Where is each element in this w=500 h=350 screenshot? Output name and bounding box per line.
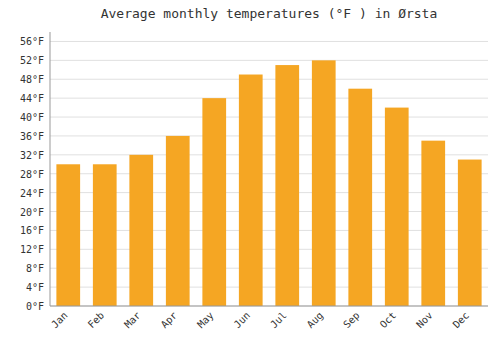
bar xyxy=(56,164,80,306)
grid-line xyxy=(50,306,488,307)
x-axis: Jan Feb Mar Apr May Jun Jul Aug Sep Oct Nov Dec xyxy=(49,310,471,331)
y-tick-label: 16°F xyxy=(20,225,44,236)
bar xyxy=(275,65,299,306)
bar xyxy=(312,60,336,306)
x-axis-line xyxy=(50,306,488,307)
y-tick-label: 40°F xyxy=(20,112,44,123)
y-tick-label: 20°F xyxy=(20,207,44,218)
x-tick-label: Jun xyxy=(232,310,253,331)
y-tick-label: 44°F xyxy=(20,93,44,104)
x-tick-label: Jul xyxy=(268,310,289,331)
bar xyxy=(421,141,445,306)
grid-line xyxy=(50,60,488,61)
x-tick-label: May xyxy=(195,310,216,331)
y-tick-label: 24°F xyxy=(20,188,44,199)
y-tick-label: 32°F xyxy=(20,150,44,161)
y-tick-label: 28°F xyxy=(20,169,44,180)
x-tick-label: Oct xyxy=(378,310,399,331)
y-tick-label: 4°F xyxy=(26,282,44,293)
title: Average monthly temperatures (°F ) in Ør… xyxy=(101,6,438,21)
chart: Average monthly temperatures (°F ) in Ør… xyxy=(0,0,500,350)
grid-line xyxy=(50,135,488,136)
y-tick-label: 52°F xyxy=(20,55,44,66)
x-tick-label: Apr xyxy=(159,310,180,331)
y-tick-label: 56°F xyxy=(20,36,44,47)
x-tick-label: Aug xyxy=(305,310,326,331)
x-tick-label: Feb xyxy=(86,310,107,331)
y-tick-label: 0°F xyxy=(26,301,44,312)
x-tick-label: Jan xyxy=(49,310,70,331)
bar xyxy=(129,155,153,306)
bars xyxy=(56,60,481,306)
grid-line xyxy=(50,117,488,118)
bar xyxy=(202,98,226,306)
x-tick-label: Sep xyxy=(341,310,362,331)
bar xyxy=(348,89,372,306)
x-tick-label: Dec xyxy=(451,310,472,331)
y-tick-label: 36°F xyxy=(20,131,44,142)
bar xyxy=(385,108,409,306)
x-tick-label: Mar xyxy=(122,310,143,331)
bar xyxy=(239,75,263,306)
grid-line xyxy=(50,41,488,42)
grid-line xyxy=(50,98,488,99)
y-tick-label: 8°F xyxy=(26,263,44,274)
bar xyxy=(458,160,482,306)
x-tick-label: Nov xyxy=(414,310,435,331)
bar xyxy=(166,136,190,306)
grid-line xyxy=(50,79,488,80)
bar xyxy=(93,164,117,306)
y-axis: 0°F 4°F 8°F 12°F 16°F 20°F 24°F 28°F 32°F 36°F 40°… xyxy=(20,32,50,312)
grid xyxy=(50,41,488,306)
y-tick-label: 48°F xyxy=(20,74,44,85)
y-tick-label: 12°F xyxy=(20,244,44,255)
y-axis-line xyxy=(50,32,51,306)
